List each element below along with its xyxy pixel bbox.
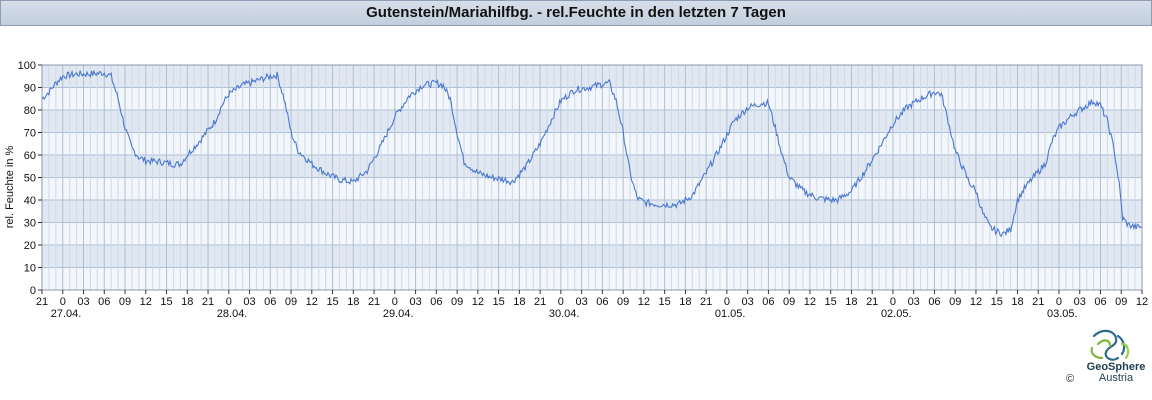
- x-tick-labels: 21 0 03 06 09 12 15 18 21 0 03 06 09 12 15 18 21 0 03 06 09 1…: [36, 290, 1148, 308]
- x-tick-label: 06: [928, 296, 940, 308]
- x-tick-label: 15: [326, 296, 338, 308]
- x-tick-label: 0: [1056, 296, 1062, 308]
- x-tick-label: 15: [991, 296, 1003, 308]
- x-tick-label: 21: [866, 296, 878, 308]
- x-tick-label: 21: [36, 296, 48, 308]
- x-tick-label: 03: [575, 296, 587, 308]
- x-tick-label: 06: [1094, 296, 1106, 308]
- background-band: [42, 132, 1142, 155]
- logo-text: GeoSphere Austria: [1080, 362, 1152, 384]
- y-axis-label: rel. Feuchte in %: [4, 146, 16, 229]
- grid-lines: [41, 64, 1143, 291]
- x-tick-label: 21: [202, 296, 214, 308]
- y-tick-label: 80: [24, 105, 36, 117]
- x-tick-label: 09: [1115, 296, 1127, 308]
- x-tick-label: 18: [181, 296, 193, 308]
- x-tick-label: 21: [1032, 296, 1044, 308]
- x-tick-label: 06: [98, 296, 110, 308]
- x-tick-label: 21: [368, 296, 380, 308]
- background-band: [42, 155, 1142, 178]
- x-tick-label: 03: [77, 296, 89, 308]
- x-tick-label: 09: [285, 296, 297, 308]
- x-tick-label: 0: [890, 296, 896, 308]
- date-label: 27.04.: [51, 308, 82, 320]
- y-tick-label: 40: [24, 195, 36, 207]
- copyright-symbol: ©: [1066, 373, 1075, 385]
- logo-line-geosphere: GeoSphere: [1086, 361, 1146, 373]
- background-band: [42, 177, 1142, 200]
- x-tick-label: 18: [347, 296, 359, 308]
- x-tick-label: 12: [804, 296, 816, 308]
- date-label: 03.05.: [1047, 308, 1078, 320]
- x-tick-label: 09: [451, 296, 463, 308]
- x-tick-label: 06: [264, 296, 276, 308]
- date-label: 28.04.: [217, 308, 248, 320]
- x-tick-label: 18: [679, 296, 691, 308]
- x-tick-label: 18: [845, 296, 857, 308]
- background-band: [42, 222, 1142, 245]
- date-label: 30.04.: [549, 308, 580, 320]
- chart-title: Gutenstein/Mariahilfbg. - rel.Feuchte in…: [0, 0, 1152, 26]
- plot-frame: [38, 64, 1143, 291]
- date-label: 01.05.: [715, 308, 746, 320]
- x-tick-label: 12: [140, 296, 152, 308]
- x-tick-label: 0: [226, 296, 232, 308]
- x-tick-label: 18: [1011, 296, 1023, 308]
- x-tick-label: 12: [472, 296, 484, 308]
- x-tick-label: 09: [783, 296, 795, 308]
- x-tick-label: 12: [638, 296, 650, 308]
- x-tick-label: 03: [1074, 296, 1086, 308]
- x-tick-label: 0: [724, 296, 730, 308]
- x-tick-label: 03: [742, 296, 754, 308]
- x-tick-label: 03: [243, 296, 255, 308]
- background-band: [42, 87, 1142, 110]
- x-tick-label: 15: [825, 296, 837, 308]
- background-band: [42, 200, 1142, 223]
- y-tick-label: 30: [24, 218, 36, 230]
- x-tick-label: 09: [617, 296, 629, 308]
- background-bands: [42, 65, 1142, 290]
- background-band: [42, 267, 1142, 290]
- y-tick-label: 90: [24, 83, 36, 95]
- date-labels: 27.04. 28.04. 29.04. 30.04. 01.05. 02.05. 03.0…: [51, 308, 1078, 320]
- x-tick-label: 03: [908, 296, 920, 308]
- x-tick-label: 06: [596, 296, 608, 308]
- x-tick-label: 0: [392, 296, 398, 308]
- y-tick-label: 100: [18, 60, 36, 72]
- x-tick-label: 12: [970, 296, 982, 308]
- x-tick-label: 21: [700, 296, 712, 308]
- x-tick-label: 09: [119, 296, 131, 308]
- x-tick-label: 0: [60, 296, 66, 308]
- logo-line-austria: Austria: [1098, 372, 1134, 384]
- x-tick-label: 15: [659, 296, 671, 308]
- x-tick-label: 21: [534, 296, 546, 308]
- humidity-series-line: [41, 69, 1143, 238]
- x-tick-label: 12: [306, 296, 318, 308]
- date-label: 02.05.: [881, 308, 912, 320]
- y-tick-label: 0: [30, 285, 36, 297]
- x-tick-label: 18: [513, 296, 525, 308]
- series-lines: [41, 69, 1143, 238]
- y-tick-label: 70: [24, 128, 36, 140]
- x-tick-label: 06: [762, 296, 774, 308]
- y-tick-label: 20: [24, 240, 36, 252]
- x-tick-label: 15: [492, 296, 504, 308]
- y-tick-label: 60: [24, 150, 36, 162]
- x-tick-label: 09: [949, 296, 961, 308]
- y-tick-label: 10: [24, 263, 36, 275]
- y-tick-label: 50: [24, 173, 36, 185]
- x-tick-label: 12: [1136, 296, 1148, 308]
- background-band: [42, 65, 1142, 88]
- date-label: 29.04.: [383, 308, 414, 320]
- background-band: [42, 245, 1142, 268]
- y-tick-labels: 0 10 20 30 40 50 60 70 80 90 100: [18, 60, 36, 297]
- x-tick-label: 06: [430, 296, 442, 308]
- x-tick-label: 03: [409, 296, 421, 308]
- x-tick-label: 0: [558, 296, 564, 308]
- x-tick-label: 15: [160, 296, 172, 308]
- background-band: [42, 110, 1142, 133]
- geosphere-austria-logo-icon: [1090, 329, 1130, 361]
